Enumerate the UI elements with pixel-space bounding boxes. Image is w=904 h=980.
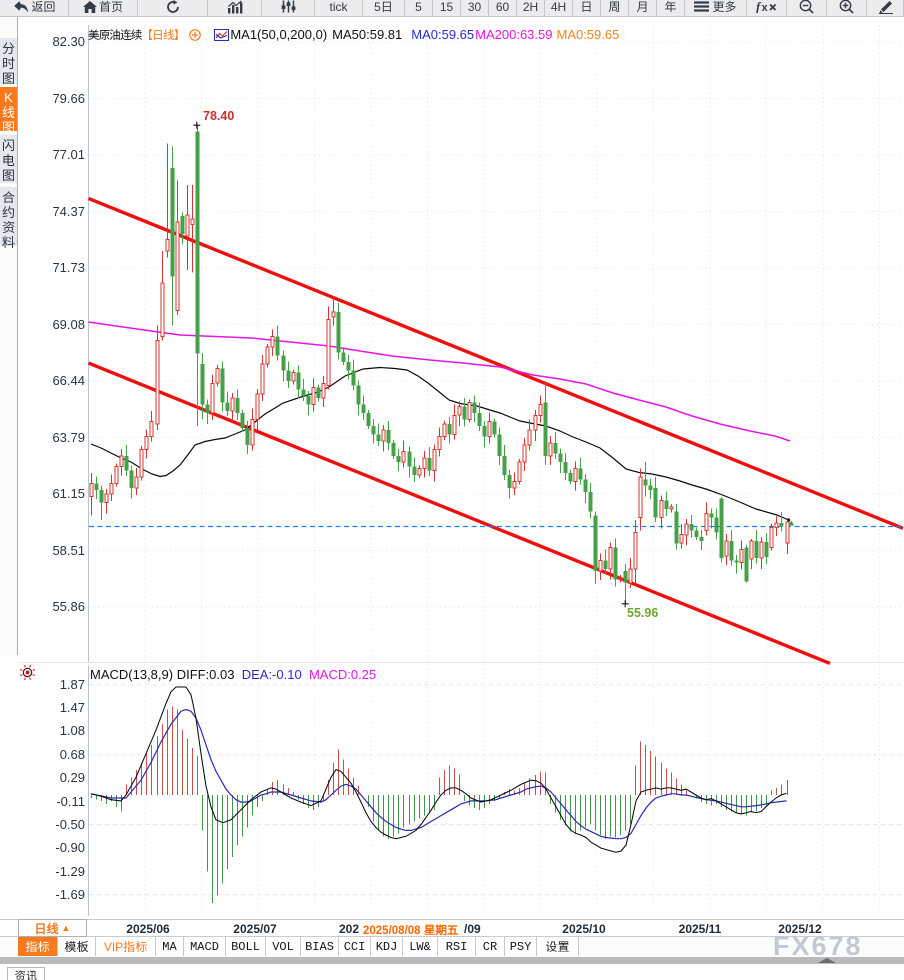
svg-text:f: f bbox=[756, 0, 762, 13]
svg-text:x: x bbox=[761, 2, 768, 13]
